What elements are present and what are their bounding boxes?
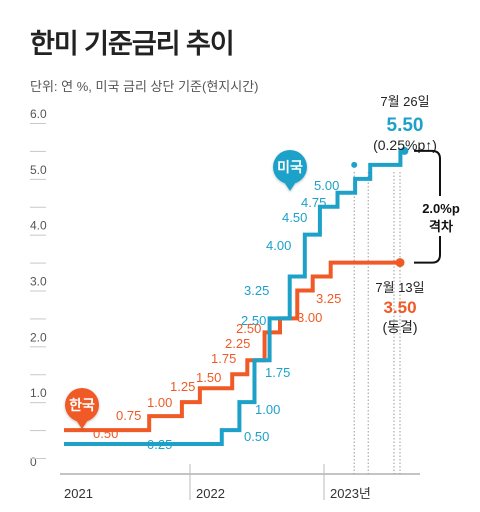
korea-rate-label: 1.50	[196, 370, 221, 385]
us-rate-label: 4.75	[301, 195, 326, 210]
us-latest-value: 5.50	[387, 115, 424, 136]
us-rate-label: 1.75	[265, 365, 290, 380]
korea-series-marker-body	[65, 388, 99, 422]
gap-value: 2.0%p	[422, 201, 460, 216]
us-series-marker-body	[273, 150, 307, 184]
us-rate-label: 0.25	[147, 437, 172, 452]
korea-latest-note: (동결)	[382, 319, 417, 335]
korea-rate-label: 2.25	[225, 336, 250, 351]
y-tick-label: 0	[30, 455, 37, 469]
y-tick-label: 5.0	[30, 163, 47, 177]
us-rate-label: 1.00	[255, 402, 280, 417]
y-tick-label: 3.0	[30, 275, 47, 289]
us-latest-date: 7월 26일	[380, 94, 429, 109]
us-rate-label: 4.00	[266, 238, 291, 253]
us-rate-label: 4.50	[282, 210, 307, 225]
y-tick-label: 1.0	[30, 386, 47, 400]
us-latest-note: (0.25%p↑)	[373, 137, 437, 153]
us-series-marker-label: 미국	[277, 159, 303, 175]
korea-latest-point	[395, 258, 405, 268]
gap-label-bg	[412, 196, 470, 236]
korea-latest-date: 7월 13일	[375, 280, 424, 295]
korea-rate-label: 3.25	[316, 291, 341, 306]
us-rate-label: 2.50	[241, 313, 266, 328]
us-prev-point	[351, 161, 358, 168]
x-tick-label: 2023년	[330, 486, 371, 501]
korea-series-marker: 한국	[65, 388, 99, 429]
chart-subtitle: 단위: 연 %, 미국 금리 상단 기준(현지시간)	[30, 79, 259, 94]
korea-rate-label: 0.75	[116, 408, 141, 423]
y-tick-label: 6.0	[30, 107, 47, 121]
korea-latest-value: 3.50	[383, 298, 416, 317]
korea-series-marker-label: 한국	[69, 397, 95, 413]
us-rate-label: 3.25	[244, 283, 269, 298]
us-rate-label: 5.00	[314, 178, 339, 193]
korea-rate-label: 3.00	[297, 310, 322, 325]
korea-rate-label: 1.75	[211, 351, 236, 366]
gap-label: 격차	[429, 219, 453, 234]
us-rate-line	[64, 148, 405, 447]
korea-rate-label: 2.50	[236, 321, 261, 336]
y-tick-label: 2.0	[30, 330, 47, 344]
chart-title: 한미 기준금리 추이	[30, 29, 235, 59]
korea-rate-label: 1.25	[170, 379, 195, 394]
us-rate-label: 0.50	[244, 429, 269, 444]
y-tick-label: 4.0	[30, 219, 47, 233]
korea-rate-label: 0.50	[93, 426, 118, 441]
us-series-marker: 미국	[273, 150, 307, 191]
korea-rate-label: 1.00	[147, 395, 172, 410]
x-tick-label: 2022	[196, 486, 225, 501]
us-latest-point	[400, 146, 409, 155]
x-tick-label: 2021	[64, 486, 93, 501]
